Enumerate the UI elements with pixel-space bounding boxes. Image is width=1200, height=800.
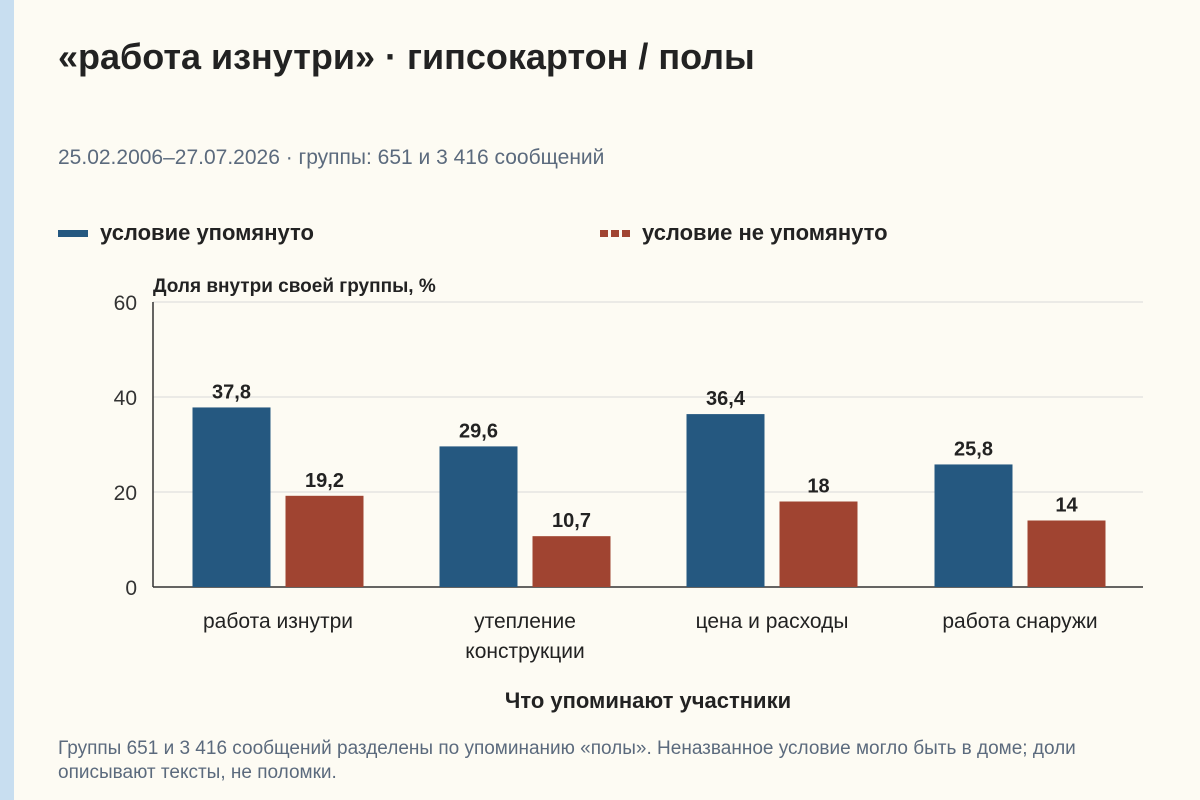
x-tick-label: цена и расходы xyxy=(696,610,849,633)
data-label: 14 xyxy=(1055,495,1078,517)
data-label: 36,4 xyxy=(706,388,746,410)
legend-swatch-solid xyxy=(58,229,88,237)
data-label: 18 xyxy=(807,476,829,498)
data-label: 37,8 xyxy=(212,381,251,403)
legend-item-not-mentioned: условие не упомянуто xyxy=(600,218,888,248)
data-label: 25,8 xyxy=(954,438,993,460)
y-tick-label: 60 xyxy=(114,292,137,315)
legend-item-mentioned: условие упомянуто xyxy=(58,218,314,248)
bar-mentioned xyxy=(934,464,1013,587)
x-tick-label: конструкции xyxy=(465,640,584,663)
chart-subtitle: 25.02.2006–27.07.2026 · группы: 651 и 3 … xyxy=(58,146,605,169)
bar-not-mentioned xyxy=(779,501,858,587)
x-axis-label: Что упоминают участники xyxy=(505,688,791,713)
bar-mentioned xyxy=(686,414,765,587)
chart-title: «работа изнутри» · гипсокартон / полы xyxy=(58,36,755,77)
legend-label-not-mentioned: условие не упомянуто xyxy=(642,220,888,245)
chart-footnote: Группы 651 и 3 416 сообщений разделены п… xyxy=(58,738,1076,783)
y-axis-label: Доля внутри своей группы, % xyxy=(153,276,436,297)
data-label: 29,6 xyxy=(459,420,498,442)
bar-not-mentioned xyxy=(285,495,364,587)
left-accent-strip xyxy=(0,0,14,800)
y-tick-label: 0 xyxy=(125,577,137,600)
bar-not-mentioned xyxy=(1027,520,1106,587)
legend-swatch-dashed xyxy=(600,229,630,237)
legend-label-mentioned: условие упомянуто xyxy=(100,220,314,245)
bar-mentioned xyxy=(439,446,518,587)
y-tick-label: 20 xyxy=(114,482,137,505)
x-tick-label: работа изнутри xyxy=(203,610,353,633)
y-tick-label: 40 xyxy=(114,387,137,410)
x-tick-label: утепление xyxy=(474,610,576,633)
bar-not-mentioned xyxy=(532,536,611,587)
x-tick-label: работа снаружи xyxy=(942,610,1097,633)
bar-mentioned xyxy=(192,407,271,587)
data-label: 10,7 xyxy=(552,510,591,532)
data-label: 19,2 xyxy=(305,470,344,492)
